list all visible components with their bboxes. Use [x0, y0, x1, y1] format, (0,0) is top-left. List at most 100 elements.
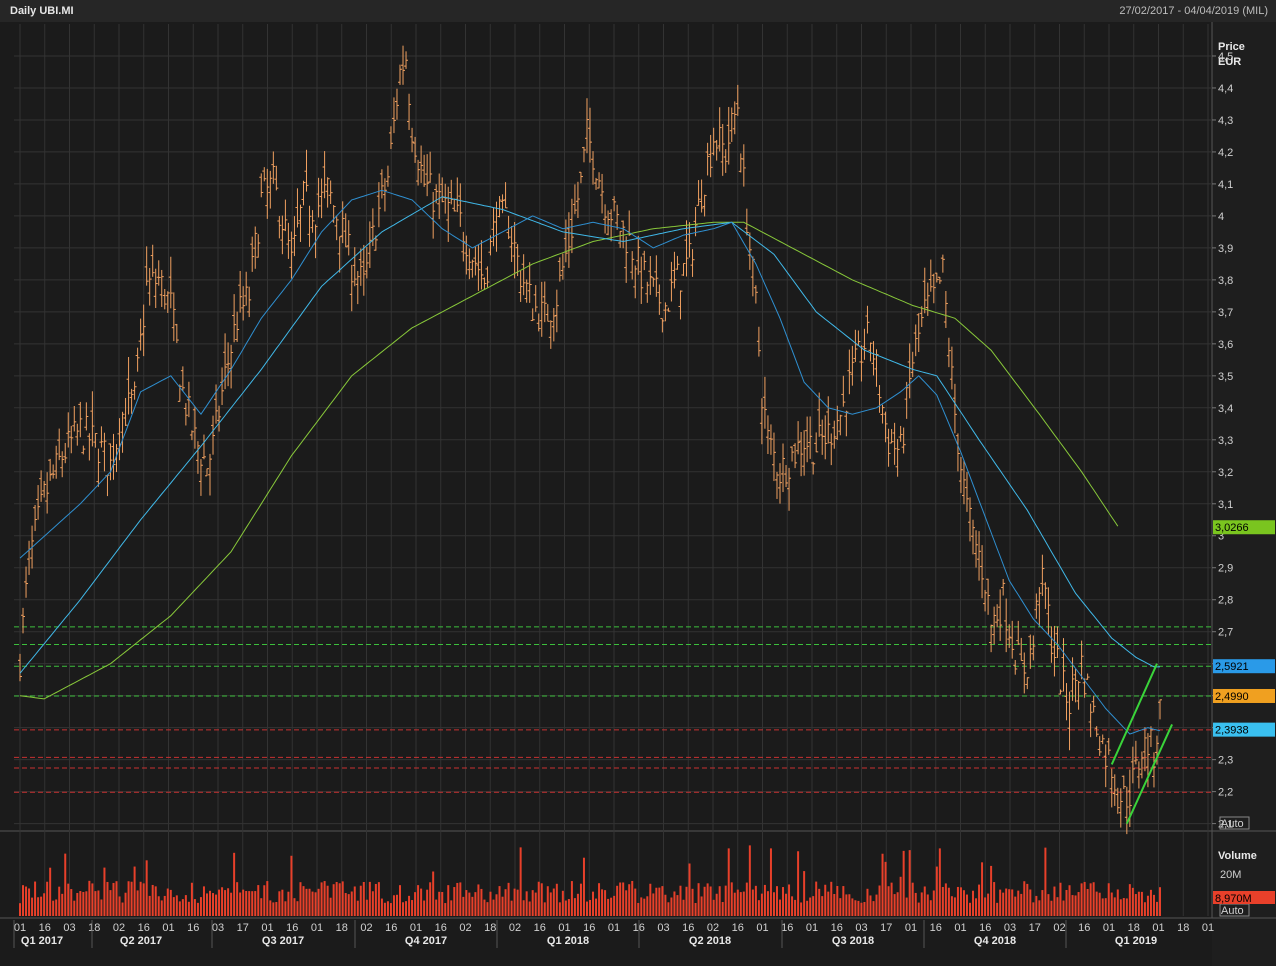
- price-tag-label: 2,5921: [1215, 661, 1249, 673]
- x-tick-label: 02: [459, 922, 471, 934]
- quarter-label: Q4 2018: [974, 935, 1016, 947]
- y-tick-label: 3,3: [1218, 435, 1233, 447]
- x-tick-label: 01: [1103, 922, 1115, 934]
- trend-channel-line: [1125, 724, 1173, 825]
- auto-button[interactable]: Auto: [1221, 818, 1244, 830]
- x-tick-label: 01: [311, 922, 323, 934]
- x-tick-label: 17: [1029, 922, 1041, 934]
- moving-average-mid: [19, 196, 1160, 674]
- x-tick-label: 18: [1177, 922, 1189, 934]
- x-tick-label: 18: [336, 922, 348, 934]
- x-tick-label: 01: [410, 922, 422, 934]
- price-axis-label: Price: [1218, 41, 1245, 53]
- y-tick-label: 2,3: [1218, 755, 1233, 767]
- y-tick-label: 4,3: [1218, 115, 1233, 127]
- x-tick-label: 01: [1202, 922, 1214, 934]
- price-tag-label: 3,0266: [1215, 522, 1249, 534]
- price-tag-label: 2,3938: [1215, 725, 1249, 737]
- y-tick-label: 3,7: [1218, 307, 1233, 319]
- y-tick-label: 3,1: [1218, 499, 1233, 511]
- volume-auto-button[interactable]: Auto: [1221, 905, 1244, 917]
- quarter-label: Q4 2017: [405, 935, 447, 947]
- y-tick-label: 3,9: [1218, 243, 1233, 255]
- moving-average-fast: [19, 189, 1161, 735]
- quarter-label: Q2 2017: [120, 935, 162, 947]
- quarter-label: Q1 2018: [547, 935, 589, 947]
- x-tick-label: 01: [806, 922, 818, 934]
- moving-average-slow: [19, 221, 1119, 700]
- x-tick-label: 16: [781, 922, 793, 934]
- x-tick-label: 16: [534, 922, 546, 934]
- quarter-label: Q1 2017: [21, 935, 63, 947]
- x-tick-label: 02: [360, 922, 372, 934]
- price-tag-label: 2,4990: [1215, 691, 1249, 703]
- y-tick-label: 3,5: [1218, 371, 1233, 383]
- y-tick-label: 2,8: [1218, 595, 1233, 607]
- x-tick-label: 16: [385, 922, 397, 934]
- chart-title: Daily UBI.MI: [10, 5, 74, 17]
- volume-tag-label: 8,970M: [1215, 893, 1252, 905]
- x-tick-label: 16: [138, 922, 150, 934]
- quarter-label: Q3 2018: [832, 935, 874, 947]
- quarter-label: Q1 2019: [1115, 935, 1157, 947]
- volume-tick-label: 20M: [1220, 869, 1241, 881]
- y-tick-label: 2,9: [1218, 563, 1233, 575]
- x-tick-label: 02: [1053, 922, 1065, 934]
- x-tick-label: 17: [880, 922, 892, 934]
- x-tick-label: 16: [1078, 922, 1090, 934]
- x-tick-label: 16: [435, 922, 447, 934]
- x-tick-label: 18: [1128, 922, 1140, 934]
- x-tick-label: 18: [88, 922, 100, 934]
- x-tick-label: 03: [855, 922, 867, 934]
- y-tick-label: 2,1: [1218, 819, 1233, 831]
- x-tick-label: 01: [1152, 922, 1164, 934]
- x-tick-label: 16: [682, 922, 694, 934]
- x-tick-label: 01: [558, 922, 570, 934]
- date-range: 27/02/2017 - 04/04/2019 (MIL): [1119, 5, 1268, 17]
- y-tick-label: 4,2: [1218, 147, 1233, 159]
- price-tag: [1213, 520, 1275, 535]
- y-tick-label: 3,6: [1218, 339, 1233, 351]
- y-tick-label: 4,1: [1218, 179, 1233, 191]
- x-tick-label: 16: [187, 922, 199, 934]
- x-tick-label: 03: [212, 922, 224, 934]
- y-tick-label: 3: [1218, 531, 1224, 543]
- x-tick-label: 16: [979, 922, 991, 934]
- x-tick-label: 03: [657, 922, 669, 934]
- x-tick-label: 18: [484, 922, 496, 934]
- x-tick-label: 01: [954, 922, 966, 934]
- volume-axis-label: Volume: [1218, 850, 1257, 862]
- x-tick-label: 16: [732, 922, 744, 934]
- auto-button-frame: [1219, 816, 1250, 830]
- price-tag: [1213, 659, 1275, 674]
- x-tick-label: 03: [1004, 922, 1016, 934]
- y-tick-label: 4,5: [1218, 51, 1233, 63]
- price-tag: [1213, 688, 1275, 703]
- price-unit-label: EUR: [1218, 56, 1241, 68]
- x-tick-label: 16: [831, 922, 843, 934]
- x-tick-label: 02: [707, 922, 719, 934]
- x-tick-label: 01: [162, 922, 174, 934]
- x-tick-label: 16: [286, 922, 298, 934]
- x-tick-label: 02: [113, 922, 125, 934]
- axis-panel: [1212, 22, 1276, 966]
- chart-background: [0, 22, 1276, 966]
- x-tick-label: 01: [756, 922, 768, 934]
- y-tick-label: 3,4: [1218, 403, 1233, 415]
- x-tick-label: 01: [905, 922, 917, 934]
- price-tag: [1213, 722, 1275, 737]
- y-tick-label: 3,2: [1218, 467, 1233, 479]
- trend-channel-line: [1110, 663, 1158, 765]
- x-tick-label: 16: [39, 922, 51, 934]
- x-tick-label: 01: [14, 922, 26, 934]
- x-tick-label: 03: [63, 922, 75, 934]
- x-tick-label: 16: [583, 922, 595, 934]
- x-tick-label: 02: [509, 922, 521, 934]
- quarter-label: Q2 2018: [689, 935, 731, 947]
- x-tick-label: 01: [261, 922, 273, 934]
- x-tick-label: 01: [608, 922, 620, 934]
- y-tick-label: 2,7: [1218, 627, 1233, 639]
- y-tick-label: 4: [1218, 211, 1224, 223]
